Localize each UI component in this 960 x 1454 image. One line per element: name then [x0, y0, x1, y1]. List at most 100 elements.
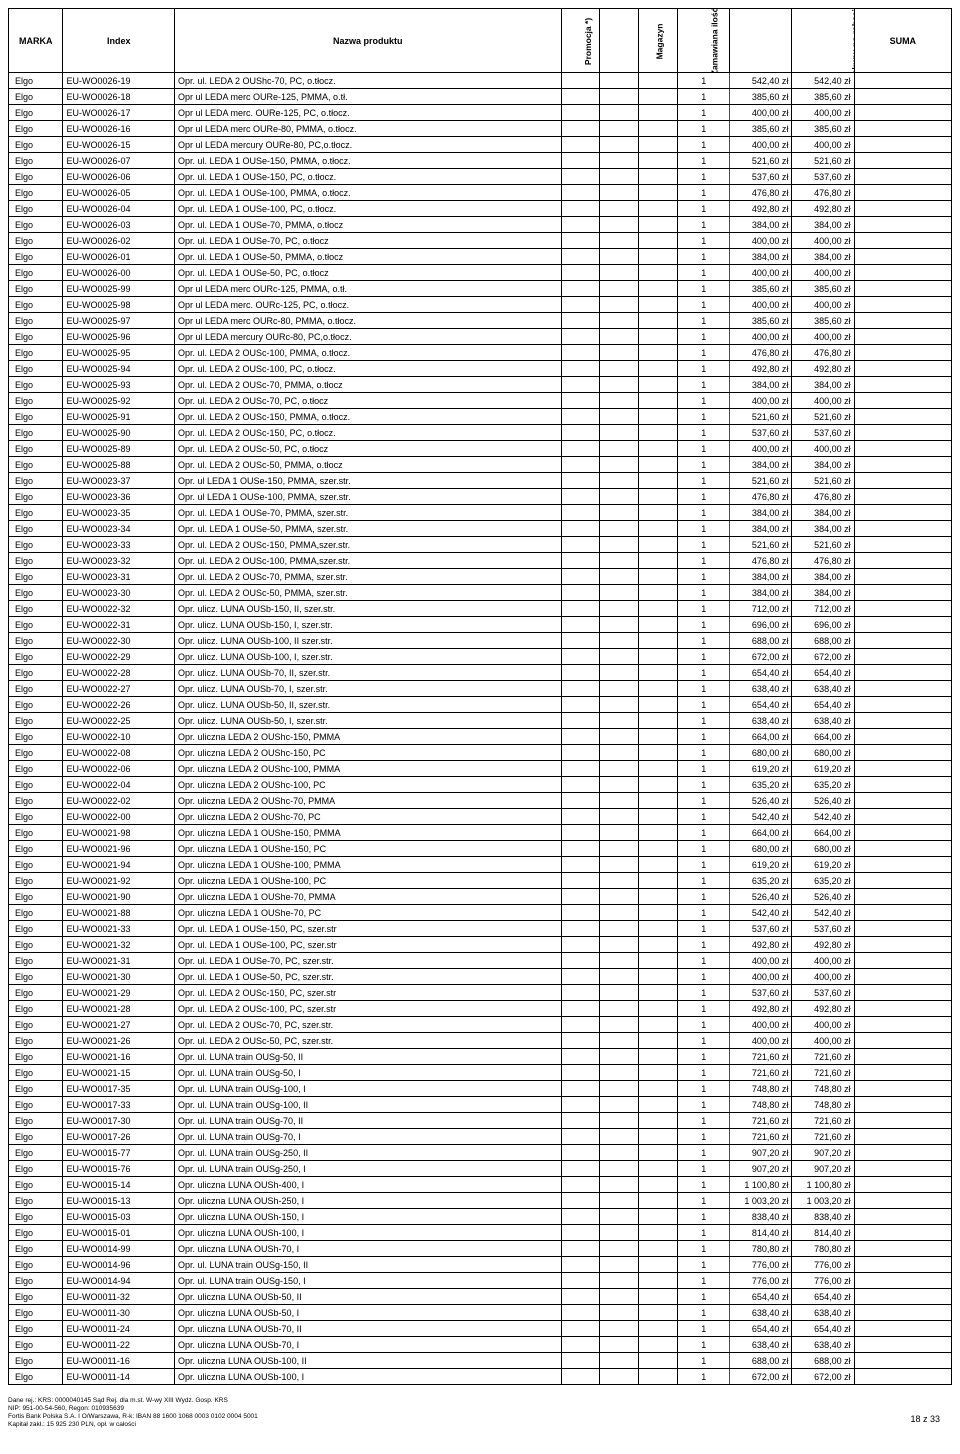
cell-zam[interactable]: 1	[678, 1145, 730, 1161]
cell-zam[interactable]: 1	[678, 1321, 730, 1337]
cell-zam[interactable]: 1	[678, 361, 730, 377]
cell-zam[interactable]: 1	[678, 1241, 730, 1257]
cell-zam[interactable]: 1	[678, 1065, 730, 1081]
cell-zam[interactable]: 1	[678, 153, 730, 169]
cell-zam[interactable]: 1	[678, 169, 730, 185]
cell-marka: Elgo	[9, 953, 63, 969]
cell-marka: Elgo	[9, 441, 63, 457]
cell-zam[interactable]: 1	[678, 89, 730, 105]
cell-zam[interactable]: 1	[678, 473, 730, 489]
cell-opak	[600, 1161, 639, 1177]
cell-cena1: 492,80 zł	[730, 937, 792, 953]
cell-zam[interactable]: 1	[678, 921, 730, 937]
cell-zam[interactable]: 1	[678, 425, 730, 441]
cell-zam[interactable]: 1	[678, 681, 730, 697]
cell-zam[interactable]: 1	[678, 281, 730, 297]
cell-zam[interactable]: 1	[678, 121, 730, 137]
cell-zam[interactable]: 1	[678, 185, 730, 201]
cell-opak	[600, 1209, 639, 1225]
cell-zam[interactable]: 1	[678, 825, 730, 841]
cell-zam[interactable]: 1	[678, 457, 730, 473]
cell-zam[interactable]: 1	[678, 873, 730, 889]
cell-zam[interactable]: 1	[678, 105, 730, 121]
cell-zam[interactable]: 1	[678, 1113, 730, 1129]
cell-opak	[600, 1273, 639, 1289]
cell-suma	[854, 937, 951, 953]
cell-zam[interactable]: 1	[678, 857, 730, 873]
cell-zam[interactable]: 1	[678, 649, 730, 665]
cell-zam[interactable]: 1	[678, 1369, 730, 1385]
cell-zam[interactable]: 1	[678, 505, 730, 521]
cell-nazwa: Opr. ul. LEDA 2 OUSc-150, PC, szer.str	[175, 985, 562, 1001]
cell-zam[interactable]: 1	[678, 217, 730, 233]
cell-zam[interactable]: 1	[678, 1049, 730, 1065]
cell-zam[interactable]: 1	[678, 793, 730, 809]
cell-zam[interactable]: 1	[678, 1337, 730, 1353]
cell-zam[interactable]: 1	[678, 1081, 730, 1097]
cell-zam[interactable]: 1	[678, 1193, 730, 1209]
cell-zam[interactable]: 1	[678, 937, 730, 953]
cell-zam[interactable]: 1	[678, 137, 730, 153]
cell-zam[interactable]: 1	[678, 393, 730, 409]
cell-zam[interactable]: 1	[678, 553, 730, 569]
cell-zam[interactable]: 1	[678, 761, 730, 777]
table-row: ElgoEU-WO0023-35Opr. ul. LEDA 1 OUSe-70,…	[9, 505, 952, 521]
cell-zam[interactable]: 1	[678, 697, 730, 713]
cell-zam[interactable]: 1	[678, 1289, 730, 1305]
cell-zam[interactable]: 1	[678, 233, 730, 249]
cell-zam[interactable]: 1	[678, 953, 730, 969]
cell-zam[interactable]: 1	[678, 201, 730, 217]
cell-zam[interactable]: 1	[678, 1017, 730, 1033]
cell-zam[interactable]: 1	[678, 569, 730, 585]
table-row: ElgoEU-WO0023-33Opr. ul. LEDA 2 OUSc-150…	[9, 537, 952, 553]
cell-zam[interactable]: 1	[678, 969, 730, 985]
cell-cena2: 664,00 zł	[792, 729, 854, 745]
cell-zam[interactable]: 1	[678, 345, 730, 361]
cell-zam[interactable]: 1	[678, 665, 730, 681]
table-row: ElgoEU-WO0015-14Opr. uliczna LUNA OUSh-4…	[9, 1177, 952, 1193]
cell-zam[interactable]: 1	[678, 1177, 730, 1193]
cell-zam[interactable]: 1	[678, 841, 730, 857]
cell-promo	[561, 1273, 600, 1289]
cell-zam[interactable]: 1	[678, 1273, 730, 1289]
cell-cena2: 476,80 zł	[792, 489, 854, 505]
cell-zam[interactable]: 1	[678, 1257, 730, 1273]
cell-zam[interactable]: 1	[678, 809, 730, 825]
cell-zam[interactable]: 1	[678, 985, 730, 1001]
cell-cena2: 712,00 zł	[792, 601, 854, 617]
cell-zam[interactable]: 1	[678, 745, 730, 761]
cell-zam[interactable]: 1	[678, 585, 730, 601]
cell-zam[interactable]: 1	[678, 1033, 730, 1049]
cell-zam[interactable]: 1	[678, 889, 730, 905]
cell-zam[interactable]: 1	[678, 1225, 730, 1241]
cell-zam[interactable]: 1	[678, 249, 730, 265]
cell-zam[interactable]: 1	[678, 1129, 730, 1145]
cell-zam[interactable]: 1	[678, 713, 730, 729]
cell-zam[interactable]: 1	[678, 633, 730, 649]
cell-zam[interactable]: 1	[678, 601, 730, 617]
cell-zam[interactable]: 1	[678, 73, 730, 89]
cell-zam[interactable]: 1	[678, 409, 730, 425]
cell-zam[interactable]: 1	[678, 265, 730, 281]
cell-zam[interactable]: 1	[678, 905, 730, 921]
cell-zam[interactable]: 1	[678, 537, 730, 553]
cell-zam[interactable]: 1	[678, 617, 730, 633]
cell-zam[interactable]: 1	[678, 329, 730, 345]
cell-zam[interactable]: 1	[678, 489, 730, 505]
cell-marka: Elgo	[9, 1337, 63, 1353]
cell-zam[interactable]: 1	[678, 777, 730, 793]
cell-zam[interactable]: 1	[678, 1097, 730, 1113]
cell-zam[interactable]: 1	[678, 1001, 730, 1017]
cell-zam[interactable]: 1	[678, 521, 730, 537]
cell-zam[interactable]: 1	[678, 1209, 730, 1225]
cell-zam[interactable]: 1	[678, 313, 730, 329]
cell-zam[interactable]: 1	[678, 729, 730, 745]
cell-zam[interactable]: 1	[678, 297, 730, 313]
cell-zam[interactable]: 1	[678, 1305, 730, 1321]
cell-opak	[600, 649, 639, 665]
cell-zam[interactable]: 1	[678, 1161, 730, 1177]
cell-zam[interactable]: 1	[678, 1353, 730, 1369]
cell-zam[interactable]: 1	[678, 441, 730, 457]
cell-zam[interactable]: 1	[678, 377, 730, 393]
cell-mag	[639, 601, 678, 617]
